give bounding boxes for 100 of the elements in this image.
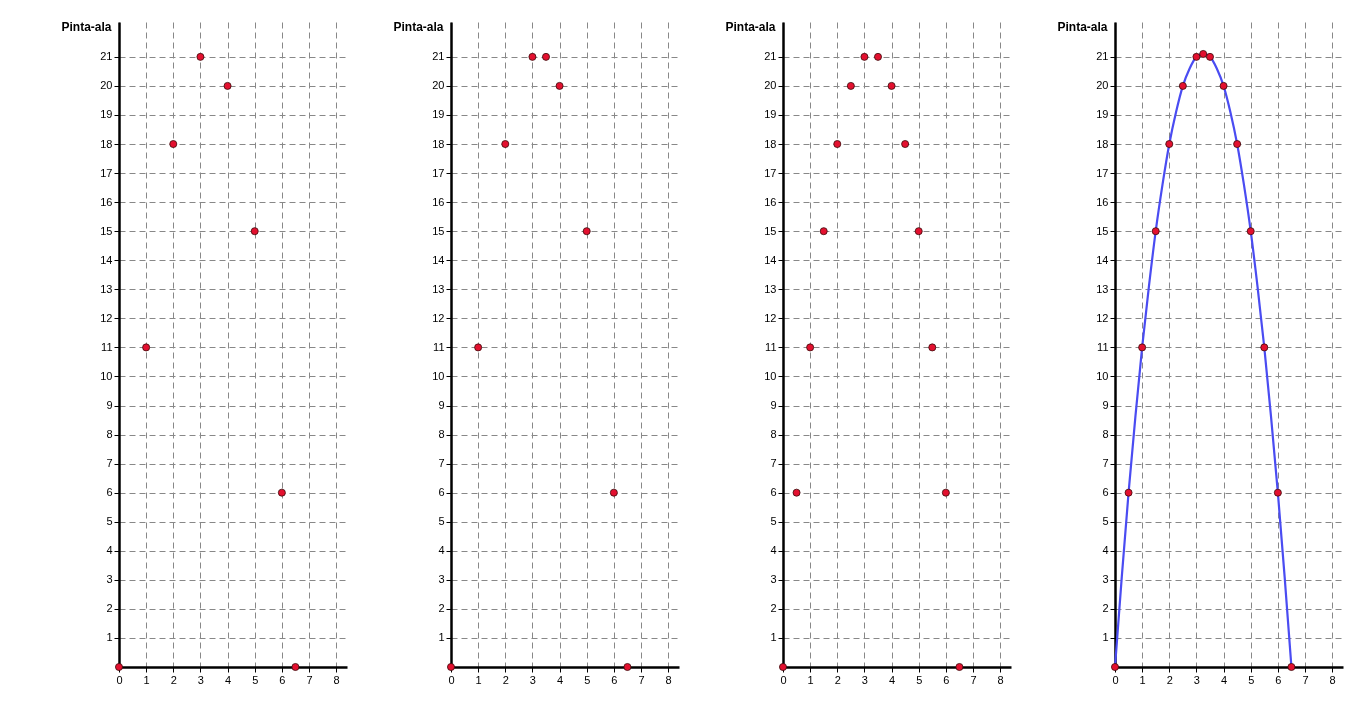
y-tick-label: 10 (1096, 369, 1109, 382)
x-tick-label: 1 (475, 673, 482, 686)
y-tick-label: 14 (432, 253, 445, 266)
y-tick-label: 7 (1102, 457, 1109, 470)
y-tick-label: 17 (100, 166, 113, 179)
y-tick-label: 2 (770, 602, 777, 615)
y-tick-label: 21 (1096, 50, 1109, 63)
point (474, 343, 483, 352)
point (609, 488, 618, 497)
y-tick-label: 14 (1096, 253, 1109, 266)
y-axis-title: Pinta-ala (1057, 19, 1108, 34)
point (819, 227, 828, 236)
x-tick-label: 0 (448, 673, 455, 686)
point (833, 140, 842, 148)
y-tick-label: 2 (438, 602, 445, 615)
y-tick-label: 6 (438, 486, 445, 499)
x-tick-label: 0 (1112, 673, 1119, 686)
y-tick-label: 11 (1097, 340, 1109, 353)
y-tick-label: 15 (432, 224, 445, 237)
y-tick-label: 17 (432, 166, 445, 179)
y-tick-label: 8 (1102, 428, 1109, 441)
y-tick-label: 8 (106, 428, 113, 441)
y-tick-label: 3 (770, 573, 777, 586)
point (623, 663, 632, 671)
x-tick-label: 7 (970, 673, 977, 686)
point (1287, 663, 1296, 671)
y-tick-label: 14 (100, 253, 113, 266)
x-tick-label: 3 (861, 673, 868, 686)
y-tick-label: 16 (1096, 195, 1109, 208)
point (501, 140, 510, 148)
y-axis-title: Pinta-ala (61, 19, 112, 34)
y-tick-label: 16 (432, 195, 445, 208)
point (1219, 81, 1228, 90)
y-tick-label: 7 (106, 457, 113, 470)
y-tick-label: 19 (1096, 108, 1109, 121)
y-tick-label: 18 (1096, 137, 1109, 150)
y-tick-label: 19 (100, 108, 113, 121)
x-tick-label: 2 (834, 673, 841, 686)
y-tick-label: 10 (764, 369, 777, 382)
y-tick-label: 19 (432, 108, 445, 121)
y-tick-label: 20 (764, 79, 777, 92)
x-tick-label: 6 (943, 673, 950, 686)
y-tick-label: 13 (764, 282, 777, 295)
y-tick-label: 15 (1096, 224, 1109, 237)
y-tick-label: 18 (432, 137, 445, 150)
y-tick-label: 6 (106, 486, 113, 499)
point (792, 488, 801, 497)
x-tick-label: 6 (1275, 673, 1282, 686)
point (874, 52, 882, 61)
y-tick-label: 15 (100, 224, 113, 237)
x-tick-label: 6 (279, 673, 286, 686)
point (941, 488, 950, 497)
point (914, 227, 923, 236)
y-tick-label: 19 (764, 108, 777, 121)
x-tick-label: 3 (1193, 673, 1200, 686)
y-axis-title: Pinta-ala (393, 19, 444, 34)
point (223, 81, 232, 90)
y-tick-label: 16 (764, 195, 777, 208)
x-tick-label: 5 (252, 673, 259, 686)
point (955, 663, 964, 671)
y-tick-label: 17 (764, 166, 777, 179)
y-tick-label: 12 (100, 311, 113, 324)
point (1165, 140, 1174, 148)
point (779, 663, 787, 671)
point (1260, 343, 1269, 352)
y-tick-label: 12 (1096, 311, 1109, 324)
x-tick-label: 3 (529, 673, 536, 686)
y-tick-label: 20 (432, 79, 445, 92)
y-tick-label: 6 (770, 486, 777, 499)
y-tick-label: 8 (438, 428, 445, 441)
point (1246, 227, 1255, 236)
y-tick-label: 21 (432, 50, 445, 63)
y-tick-label: 4 (770, 544, 777, 557)
y-tick-label: 4 (106, 544, 113, 557)
y-axis-title: Pinta-ala (725, 19, 776, 34)
point (806, 343, 815, 352)
point (928, 343, 937, 352)
y-tick-label: 3 (1102, 573, 1109, 586)
y-tick-label: 9 (106, 399, 113, 412)
point (1233, 140, 1242, 148)
y-tick-label: 10 (432, 369, 445, 382)
y-tick-label: 4 (438, 544, 445, 557)
y-tick-label: 8 (770, 428, 777, 441)
point (887, 81, 896, 90)
y-tick-label: 5 (770, 515, 777, 528)
y-tick-label: 12 (764, 311, 777, 324)
point (1199, 50, 1208, 58)
y-tick-label: 3 (438, 573, 445, 586)
point (250, 227, 259, 236)
x-tick-label: 0 (116, 673, 123, 686)
y-tick-label: 7 (770, 457, 777, 470)
x-tick-label: 7 (306, 673, 313, 686)
x-tick-label: 5 (584, 673, 591, 686)
point (555, 81, 564, 90)
x-tick-label: 0 (780, 673, 787, 686)
y-tick-label: 5 (106, 515, 113, 528)
x-tick-label: 8 (997, 673, 1004, 686)
y-tick-label: 20 (1096, 79, 1109, 92)
y-tick-label: 6 (1102, 486, 1109, 499)
x-tick-label: 8 (333, 673, 340, 686)
